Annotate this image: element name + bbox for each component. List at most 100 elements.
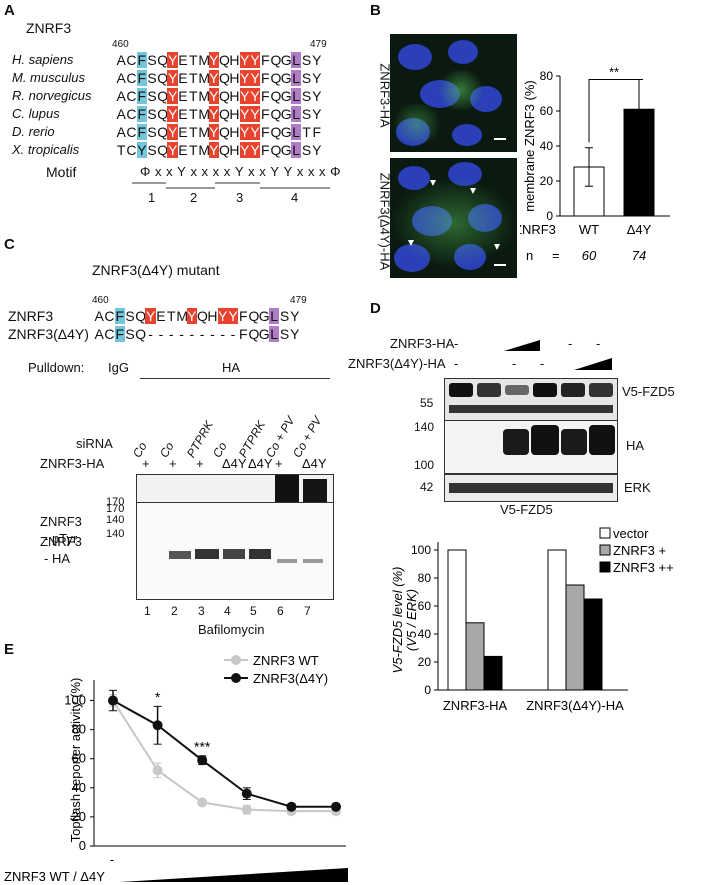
y-axis-label-2: (V5 / ERK) [404,589,419,651]
residue: Y [167,124,178,140]
y-axis-label: membrane ZNRF3 (%) [522,80,537,211]
lane-number-1: 1 [144,604,151,618]
category-label: ZNRF3-HA [443,698,508,713]
panel-b-letter: B [370,2,381,19]
blot-ptyr-mw-140: 140 [106,514,125,526]
blot-label-erk: ERK [624,480,651,495]
residue: Y [227,308,239,324]
significance-label: ** [609,65,619,80]
residue: E [178,106,188,122]
residue: L [291,88,302,104]
residue: Q [157,52,169,68]
y-tick-label: 60 [72,751,86,766]
n-value: 60 [582,248,597,263]
residue: M [198,52,211,68]
residue: Q [270,88,282,104]
pulldown-ha: HA [222,360,241,375]
residue: T [188,52,198,68]
bar-ZNRF3 ++ [483,655,503,691]
panel-c-title: ZNRF3(Δ4Y) mutant [92,262,220,278]
species-name: X. tropicalis [12,142,80,157]
residue: Y [217,308,228,324]
membrane-arrowheads [408,180,500,250]
construct-lane-6: + [275,456,283,471]
pulldown-igg: IgG [108,360,129,375]
residue: H [229,106,240,122]
lane-number-2: 2 [171,604,178,618]
residue: F [136,106,147,122]
residue: L [269,308,280,324]
residue: A [116,106,126,122]
bar-vector [447,549,467,691]
residue: Y [239,124,250,140]
y-tick-label: 100 [411,543,431,557]
sirna-label: siRNA [76,436,113,451]
construct-lane-1: + [142,456,150,471]
residue: G [258,326,270,342]
residue: F [136,52,147,68]
y-axis-label: Topflash reporter activity (%) [68,678,83,843]
residue: Y [145,308,156,324]
residue: E [178,124,188,140]
data-point [152,720,163,731]
residue: - [148,326,153,342]
legend-label: ZNRF3(Δ4Y) [253,671,328,686]
panel-d-letter: D [370,300,381,317]
d-row2-dash: - [454,356,459,371]
species-sequence: ACFSQYETMYQHYYFQGL SY [116,88,322,104]
species-sequence: ACFSQYETMYQHYYFQGL T F [116,124,322,140]
category-label: Δ4Y [627,222,652,237]
residue: S [147,70,157,86]
legend-label: ZNRF3 + [613,543,666,558]
blot-ha-mw-140: 140 [106,528,125,540]
data-point [197,797,208,808]
legend-label: ZNRF3 ++ [613,560,674,575]
construct-label: ZNRF3-HA [40,456,105,471]
residue: E [178,70,188,86]
lane-number-3: 3 [198,604,205,618]
blot-ha [136,502,334,600]
residue: M [176,308,189,324]
data-point [197,755,208,766]
residue: Q [218,142,230,158]
residue: Q [218,124,230,140]
residue: - [220,326,226,342]
blot-mw-55: 55 [420,396,434,410]
residue: Q [248,326,260,342]
series-line-1 [112,699,336,808]
residue: Q [157,106,169,122]
residue: Y [167,142,178,158]
residue: C [126,124,137,140]
residue: Q [157,88,169,104]
residue: T [188,106,198,122]
d-row1-dash: - [454,336,459,351]
residue: S [301,142,312,158]
residue: Q [270,142,282,158]
y-tick-label: 20 [418,655,432,669]
residue: T [302,124,311,140]
dose-wedge [120,868,348,882]
residue: Y [312,52,322,68]
y-tick-label: 0 [546,209,553,223]
residue: Y [167,106,178,122]
n-equals: = [552,248,560,263]
residue: Q [196,308,208,324]
residue: - [199,326,205,342]
residue: - [189,326,195,342]
panel-a-start-number: 460 [112,39,129,50]
y-tick-label: 20 [72,809,86,824]
residue: S [125,308,135,324]
residue: E [178,142,188,158]
bafilomycin-label: Bafilomycin [198,622,265,637]
residue: Y [249,52,261,68]
residue: Q [218,70,230,86]
blot-ha-mw-170: 170 [106,503,125,515]
residue: Y [167,52,178,68]
legend-label: ZNRF3 WT [253,653,319,668]
residue: Y [249,88,261,104]
residue: A [116,52,126,68]
species-sequence: ACFSQYETMYQHYYFQGL SY [116,52,322,68]
y-tick-label: 60 [418,599,432,613]
residue: M [198,142,211,158]
y-tick-label: 80 [72,722,86,737]
